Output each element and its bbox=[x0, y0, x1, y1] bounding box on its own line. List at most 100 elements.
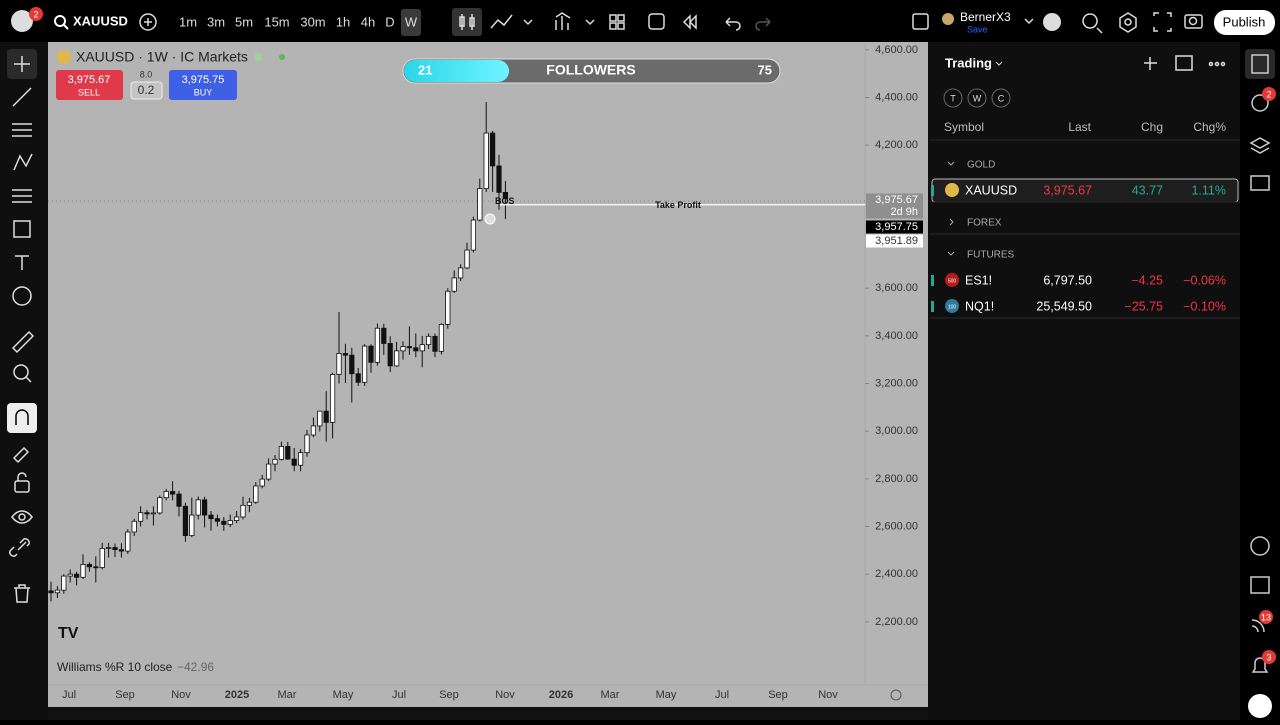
column-header[interactable]: Chg% bbox=[1193, 120, 1226, 134]
candle-body bbox=[285, 446, 291, 460]
price-tag-label: 2d 9h bbox=[890, 206, 918, 218]
badge bbox=[1259, 610, 1273, 624]
y-tick-label: 2,600.00 bbox=[875, 520, 918, 532]
timeframe[interactable]: 4h bbox=[361, 14, 375, 29]
candle-body bbox=[48, 590, 54, 594]
candle-body bbox=[406, 346, 413, 349]
candle-body bbox=[349, 354, 355, 375]
badge bbox=[1262, 87, 1276, 101]
candle-body bbox=[470, 219, 477, 251]
row-flag bbox=[931, 275, 934, 286]
candle-body bbox=[221, 520, 227, 525]
chart-title: XAUUSD · 1W · IC Markets bbox=[76, 49, 248, 65]
publish-label[interactable]: Publish bbox=[1223, 14, 1266, 29]
x-tick-label: Sep bbox=[768, 689, 788, 701]
candle-body bbox=[118, 549, 124, 552]
timeframe[interactable]: 3m bbox=[207, 14, 225, 29]
timeframe[interactable]: 30m bbox=[300, 14, 325, 29]
y-tick-label: 3,000.00 bbox=[875, 425, 918, 437]
price-tag bbox=[866, 220, 923, 234]
indicator-name: Williams %R 10 close bbox=[57, 660, 173, 674]
change-pct: 1.11% bbox=[1191, 183, 1226, 197]
sell-price[interactable]: 3,975.67 bbox=[68, 74, 111, 86]
column-header[interactable]: Last bbox=[1068, 120, 1091, 134]
tab-label[interactable]: W bbox=[973, 93, 982, 103]
change: 43.77 bbox=[1132, 183, 1163, 197]
price-tag-label: 3,951.89 bbox=[875, 235, 918, 247]
take-profit-label: Take Profit bbox=[655, 200, 701, 210]
symbol[interactable]: XAUUSD bbox=[73, 13, 128, 28]
tab[interactable] bbox=[943, 88, 963, 108]
candle-body bbox=[259, 478, 265, 487]
candle-body bbox=[227, 520, 233, 525]
tab-label[interactable]: T bbox=[950, 93, 956, 103]
timeframe[interactable]: D bbox=[385, 14, 394, 29]
change: −25.75 bbox=[1124, 299, 1163, 313]
candle-body bbox=[432, 335, 438, 352]
price-tag bbox=[866, 234, 923, 248]
chevron bbox=[947, 251, 955, 256]
last: 3,975.67 bbox=[1043, 183, 1092, 197]
group-name[interactable]: GOLD bbox=[967, 160, 995, 171]
publish-button[interactable] bbox=[1214, 10, 1275, 35]
timeframe[interactable]: 5m bbox=[235, 14, 253, 29]
buy-label[interactable]: BUY bbox=[194, 87, 213, 97]
candle-body bbox=[317, 410, 323, 427]
candle-body bbox=[99, 548, 105, 568]
badge bbox=[1262, 650, 1276, 664]
symbol-icon-label: 100 bbox=[948, 304, 957, 310]
tab[interactable] bbox=[967, 88, 987, 108]
candle-body bbox=[93, 566, 99, 569]
x-tick-label: Mar bbox=[601, 689, 620, 701]
indicator-value: −42.96 bbox=[177, 660, 214, 674]
candle-body bbox=[106, 547, 112, 549]
candle-body bbox=[477, 188, 483, 221]
x-tick-label: 2025 bbox=[225, 689, 249, 701]
price-tag bbox=[866, 193, 923, 207]
group-name[interactable]: FUTURES bbox=[967, 250, 1015, 261]
candle-body bbox=[67, 573, 73, 577]
candle-body bbox=[131, 520, 137, 533]
buy-price[interactable]: 3,975.75 bbox=[182, 74, 225, 86]
badge: 2 bbox=[33, 9, 38, 19]
save-status: Save bbox=[967, 24, 988, 34]
tab-label[interactable]: C bbox=[998, 93, 1005, 103]
y-tick-label: 4,600.00 bbox=[875, 44, 918, 56]
followers-progress bbox=[404, 60, 509, 82]
x-tick-label: May bbox=[333, 689, 354, 701]
column-header[interactable]: Chg bbox=[1141, 120, 1163, 134]
timeframe[interactable]: 15m bbox=[264, 14, 289, 29]
candle-body bbox=[445, 290, 451, 325]
drawing-toolbar bbox=[7, 49, 37, 603]
candle-body bbox=[342, 353, 349, 356]
candle-body bbox=[240, 504, 246, 518]
price-tag-label: 3,957.75 bbox=[875, 221, 918, 233]
candle-body bbox=[74, 573, 80, 578]
logo[interactable] bbox=[11, 10, 33, 32]
candle-body bbox=[80, 564, 86, 578]
tab[interactable] bbox=[991, 88, 1011, 108]
candle-body bbox=[329, 374, 336, 423]
candle-body bbox=[163, 491, 169, 499]
x-tick-label: 2026 bbox=[549, 689, 573, 701]
timeframe[interactable]: 1h bbox=[336, 14, 350, 29]
symbol[interactable]: ES1! bbox=[965, 273, 992, 287]
symbol-icon bbox=[945, 183, 959, 197]
layout-name[interactable]: BernerX3 bbox=[960, 10, 1011, 24]
row-flag bbox=[931, 301, 934, 312]
symbol[interactable]: XAUUSD bbox=[965, 183, 1017, 197]
column-header[interactable]: Symbol bbox=[944, 120, 984, 134]
candle-body bbox=[368, 345, 374, 363]
price-tag bbox=[866, 205, 923, 219]
x-tick-label: Nov bbox=[818, 689, 838, 701]
timeframe[interactable]: W bbox=[405, 14, 418, 29]
chevron bbox=[949, 218, 954, 226]
price-tag-label: 3,975.67 bbox=[875, 194, 918, 206]
timeframe[interactable]: 1m bbox=[179, 14, 197, 29]
sell-label[interactable]: SELL bbox=[78, 87, 100, 97]
group-name[interactable]: FOREX bbox=[967, 218, 1002, 229]
symbol[interactable]: NQ1! bbox=[965, 299, 994, 313]
watchlist-title[interactable]: Trading bbox=[945, 55, 992, 70]
x-tick-label: Sep bbox=[439, 689, 459, 701]
